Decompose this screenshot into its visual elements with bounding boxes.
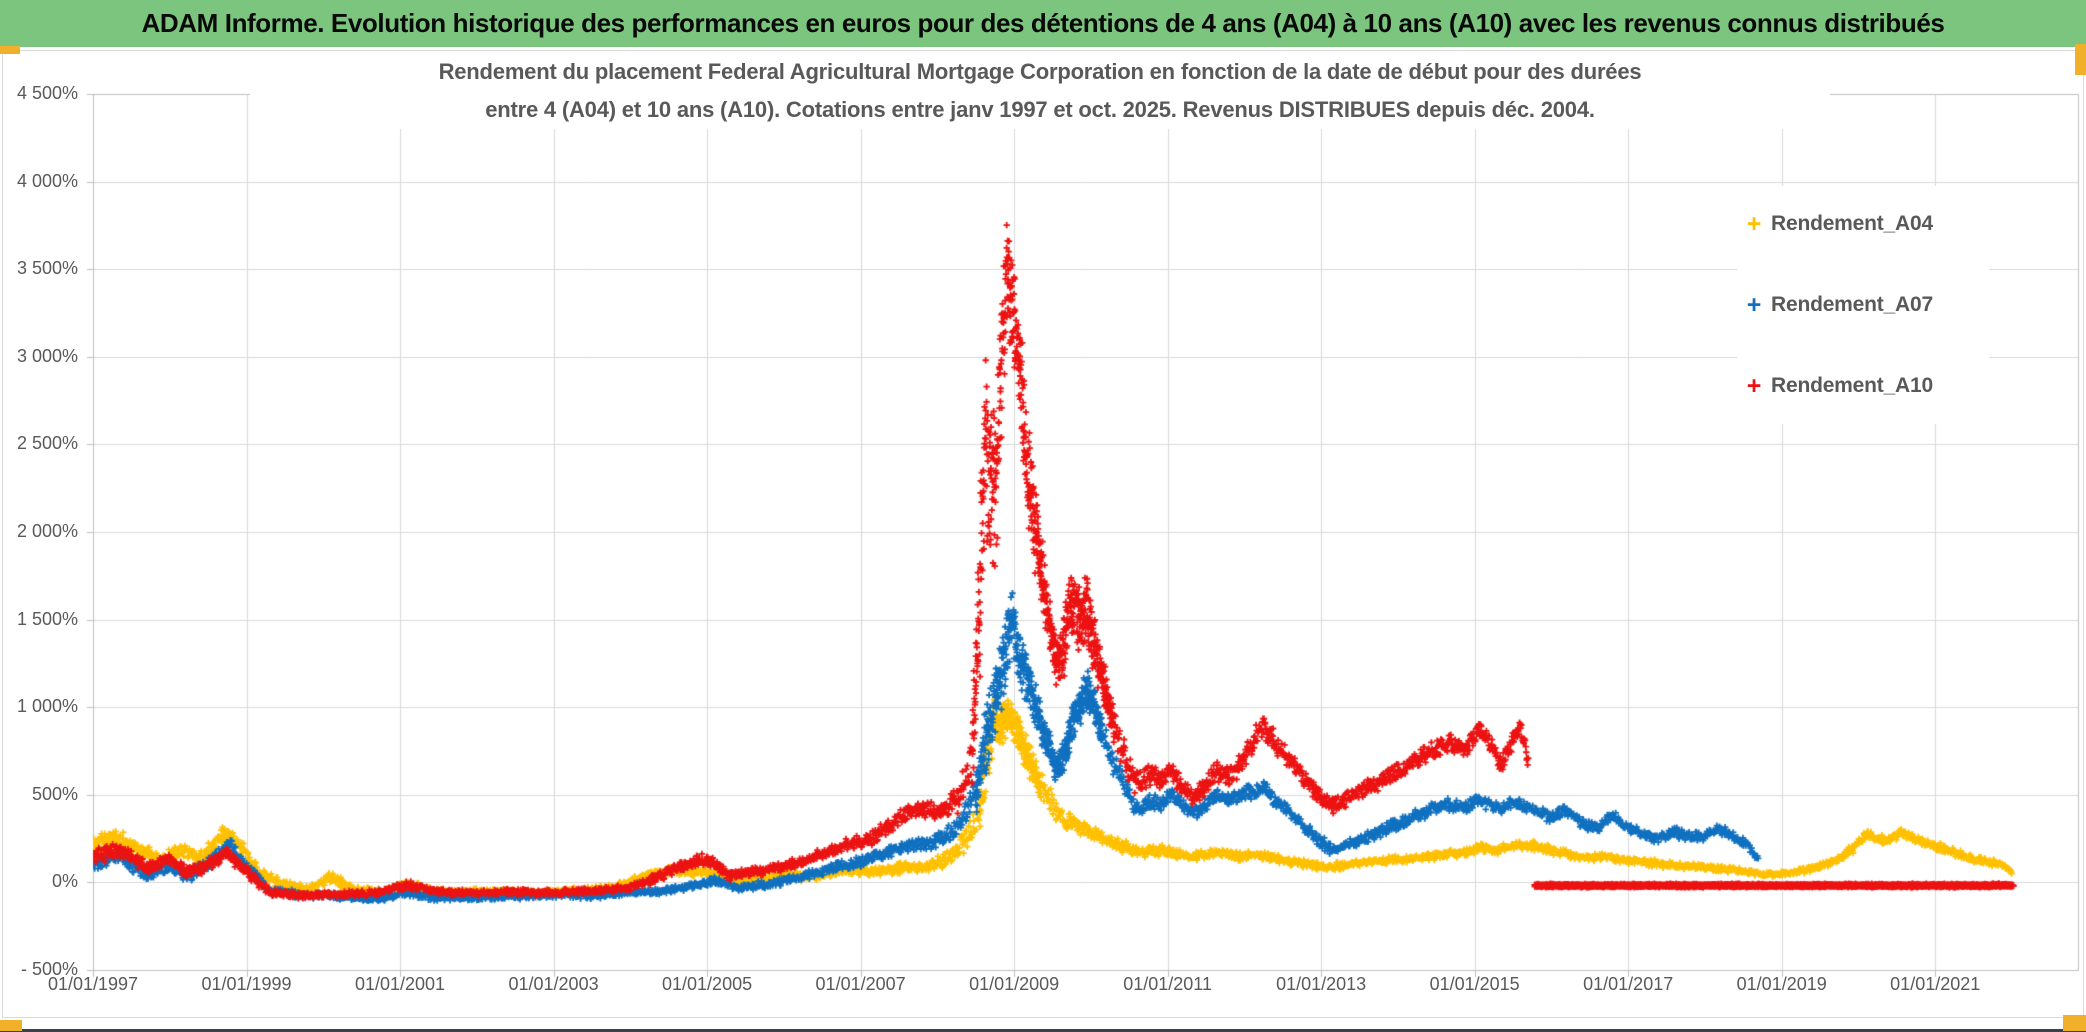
gold-accent-top-right (2075, 44, 2086, 75)
legend-label: Rendement_A07 (1771, 293, 1933, 316)
legend-item-rendement-a10[interactable]: + Rendement_A10 (1737, 354, 1989, 418)
x-axis-label: 01/01/2009 (969, 974, 1060, 994)
plus-marker-icon: + (1746, 209, 1762, 238)
x-axis-label: 01/01/2005 (662, 974, 753, 994)
y-axis-label: 1 000% (16, 696, 78, 717)
legend-item-rendement-a07[interactable]: + Rendement_A07 (1737, 273, 1989, 337)
gold-accent-bottom-left (0, 1020, 22, 1031)
y-axis-label: 4 500% (16, 83, 78, 103)
x-axis-label: 01/01/2011 (1123, 974, 1212, 994)
chart-title: Rendement du placement Federal Agricultu… (250, 53, 1830, 129)
x-axis-label: 01/01/2003 (508, 974, 599, 994)
chart-object-border (2, 50, 2084, 1018)
bottom-strip (0, 1029, 2086, 1032)
x-axis-label: 01/01/2021 (1890, 974, 1981, 994)
chart-title-line2: entre 4 (A04) et 10 ans (A10). Cotations… (485, 97, 1595, 122)
x-axis-label: 01/01/2019 (1736, 974, 1827, 994)
x-axis-label: 01/01/1999 (201, 974, 292, 994)
y-axis-label: 4 000% (16, 170, 78, 191)
chart-title-line1: Rendement du placement Federal Agricultu… (438, 59, 1642, 84)
legend-item-rendement-a04[interactable]: + Rendement_A04 (1737, 192, 1989, 256)
page-header: ADAM Informe. Evolution historique des p… (0, 0, 2086, 47)
y-axis-label: 3 500% (16, 258, 78, 279)
plus-marker-icon: + (1746, 290, 1762, 319)
x-axis-label: 01/01/2013 (1276, 974, 1367, 994)
y-axis-label: 3 000% (16, 345, 78, 366)
chart-legend: + Rendement_A04 + Rendement_A07 + Rendem… (1737, 186, 1989, 424)
y-axis-label: - 500% (20, 959, 78, 979)
x-axis-label: 01/01/2015 (1429, 974, 1520, 994)
x-axis-label: 01/01/2017 (1583, 974, 1674, 994)
y-axis-label: 0% (51, 871, 78, 892)
page-title: ADAM Informe. Evolution historique des p… (141, 8, 1945, 38)
gold-accent-bottom-right (2063, 1015, 2086, 1031)
x-axis-label: 01/01/2007 (815, 974, 906, 994)
gold-accent-top-left (0, 46, 20, 54)
y-axis-label: 1 500% (16, 608, 78, 629)
x-axis-label: 01/01/2001 (354, 974, 446, 994)
x-axis-label: 01/01/1997 (47, 974, 139, 994)
y-axis-label: 2 500% (16, 433, 78, 454)
y-axis-label: 2 000% (16, 521, 78, 541)
y-axis-label: 500% (31, 783, 78, 804)
legend-label: Rendement_A10 (1771, 374, 1933, 397)
legend-label: Rendement_A04 (1771, 212, 1933, 235)
plus-marker-icon: + (1746, 371, 1762, 400)
